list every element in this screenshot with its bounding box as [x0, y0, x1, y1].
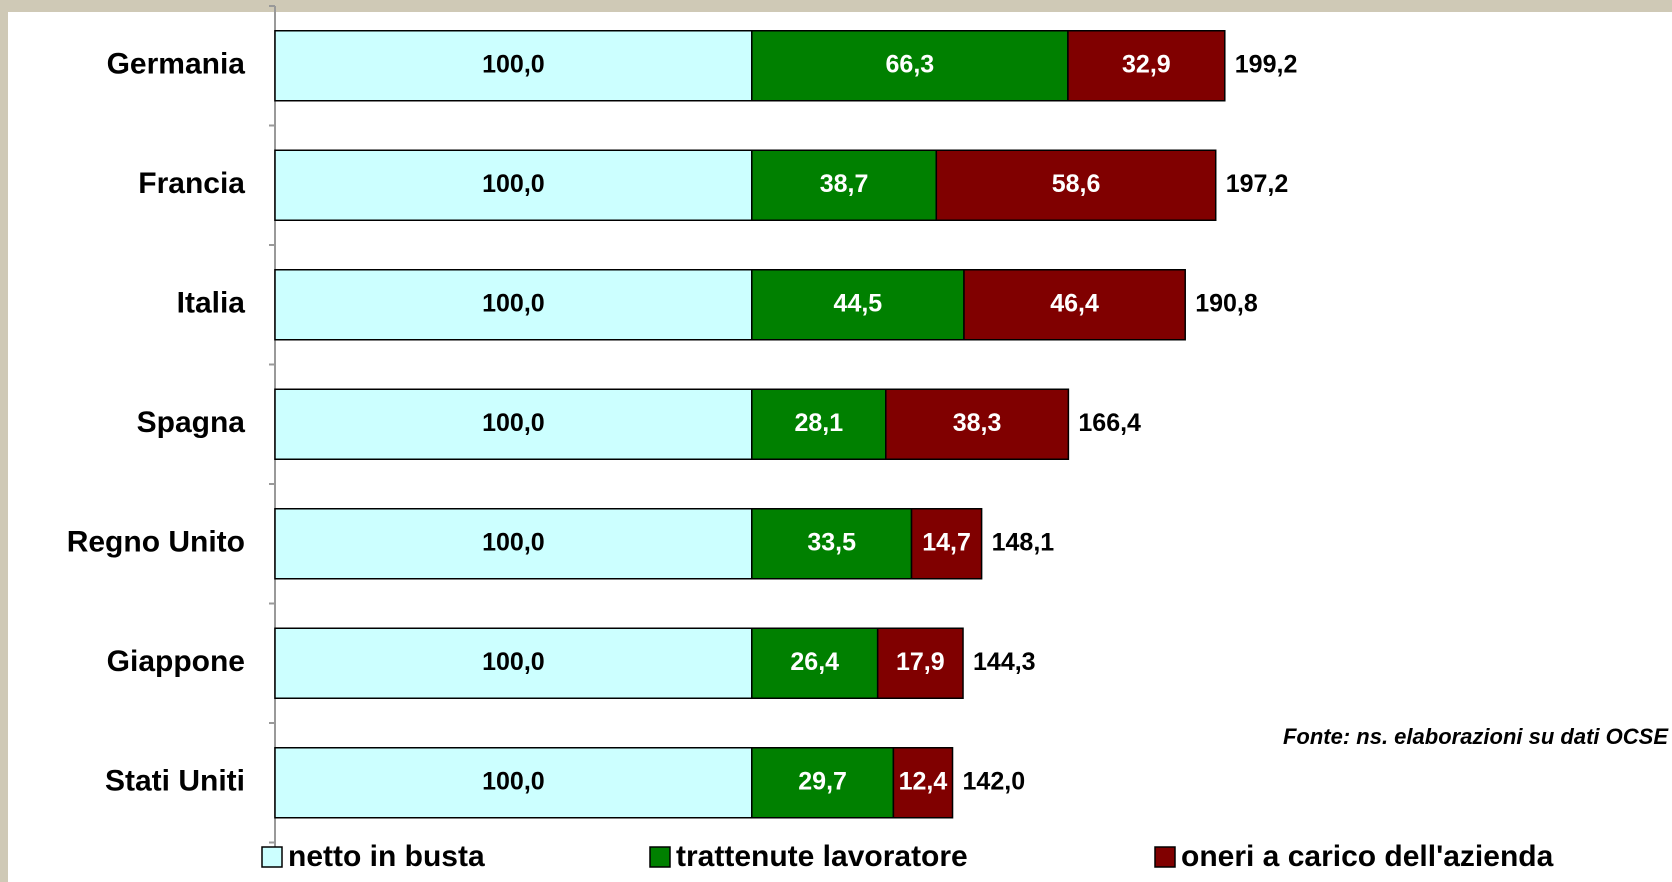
value-label: 32,9	[1122, 50, 1171, 78]
total-label: 197,2	[1226, 170, 1289, 198]
bar-segment	[751, 747, 895, 819]
value-label: 100,0	[482, 767, 545, 795]
bar-segment	[274, 627, 753, 699]
y-tick-label: Regno Unito	[67, 526, 245, 559]
bar-segment	[910, 508, 983, 580]
value-label: 17,9	[896, 648, 945, 676]
bar-segment	[751, 508, 913, 580]
bar-segment	[274, 30, 753, 102]
value-label: 100,0	[482, 528, 545, 556]
bar-segment	[751, 388, 887, 460]
value-label: 28,1	[794, 409, 843, 437]
y-tick-label: Spagna	[137, 406, 246, 439]
legend-label: trattenute lavoratore	[676, 840, 968, 873]
value-label: 46,4	[1050, 289, 1099, 317]
legend-label: netto in busta	[288, 840, 485, 873]
total-label: 166,4	[1078, 409, 1141, 437]
bar-segment	[274, 149, 753, 221]
bar-segment	[885, 388, 1070, 460]
value-label: 14,7	[922, 528, 971, 556]
legend-label: oneri a carico dell'azienda	[1181, 840, 1554, 873]
bar-segment	[892, 747, 954, 819]
total-label: 148,1	[992, 528, 1055, 556]
value-label: 100,0	[482, 409, 545, 437]
value-label: 44,5	[834, 289, 883, 317]
source-note: Fonte: ns. elaborazioni su dati OCSE	[1283, 724, 1669, 749]
y-tick-label: Stati Uniti	[105, 765, 245, 798]
value-label: 100,0	[482, 50, 545, 78]
legend-swatch	[261, 846, 283, 868]
bar-segment	[876, 627, 964, 699]
value-label: 26,4	[790, 648, 839, 676]
bar-segment	[751, 30, 1069, 102]
y-tick-label: Francia	[138, 167, 245, 200]
bar-segment	[274, 269, 753, 341]
value-label: 33,5	[807, 528, 856, 556]
bar-segment	[274, 388, 753, 460]
total-label: 190,8	[1195, 289, 1258, 317]
value-label: 12,4	[899, 767, 948, 795]
y-tick-label: Germania	[107, 48, 246, 81]
legend-swatch	[649, 846, 671, 868]
value-label: 29,7	[798, 767, 847, 795]
total-label: 142,0	[963, 767, 1026, 795]
value-label: 100,0	[482, 170, 545, 198]
value-label: 38,3	[953, 409, 1002, 437]
bar-segment	[751, 149, 938, 221]
value-label: 100,0	[482, 289, 545, 317]
bar-segment	[963, 269, 1186, 341]
y-tick-label: Giappone	[107, 645, 245, 678]
bar-segment	[935, 149, 1217, 221]
total-label: 144,3	[973, 648, 1036, 676]
bar-segment	[274, 508, 753, 580]
value-label: 58,6	[1052, 170, 1101, 198]
legend-swatch	[1154, 846, 1176, 868]
value-label: 38,7	[820, 170, 869, 198]
value-label: 66,3	[886, 50, 935, 78]
y-tick-label: Italia	[177, 287, 246, 320]
bar-segment	[751, 627, 879, 699]
value-label: 100,0	[482, 648, 545, 676]
bar-segment	[1067, 30, 1226, 102]
total-label: 199,2	[1235, 50, 1298, 78]
